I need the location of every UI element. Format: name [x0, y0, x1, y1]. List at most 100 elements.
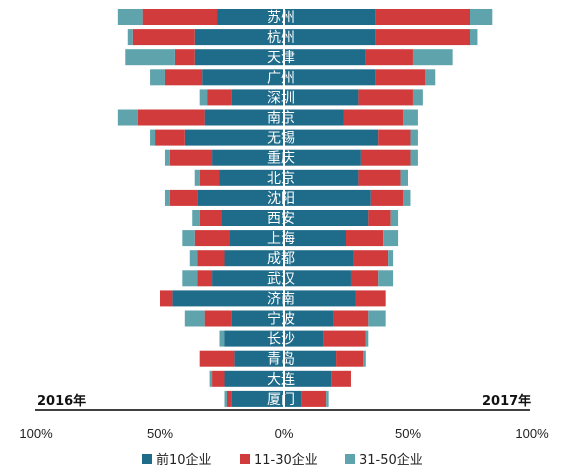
- bar-left-2-5: [137, 109, 205, 126]
- bar-left-2-4: [207, 89, 232, 106]
- x-tick-label-1: 50%: [147, 426, 173, 441]
- legend: 前10企业 11-30企业 31-50企业: [142, 452, 423, 468]
- bar-left-1-13: [212, 270, 284, 287]
- bar-right-3-6: [410, 129, 418, 146]
- bar-left-2-15: [204, 310, 232, 327]
- bar-right-3-19: [326, 390, 329, 407]
- bar-left-1-2: [194, 49, 284, 66]
- bar-right-1-11: [284, 230, 346, 247]
- bar-left-2-6: [155, 129, 185, 146]
- bar-left-2-3: [164, 69, 203, 86]
- bar-right-1-2: [284, 49, 366, 66]
- bar-right-2-6: [378, 129, 411, 146]
- bar-right-2-12: [353, 250, 389, 267]
- left-year-label: 2016年: [37, 393, 86, 409]
- bar-right-1-3: [284, 69, 376, 86]
- bar-left-3-5: [117, 109, 138, 126]
- bar-right-2-15: [333, 310, 369, 327]
- bar-right-3-10: [390, 210, 399, 226]
- bar-right-2-11: [346, 230, 384, 247]
- bar-left-1-1: [194, 29, 284, 46]
- bar-right-3-8: [400, 169, 408, 186]
- bar-left-3-0: [117, 9, 143, 25]
- bar-right-3-16: [365, 330, 369, 347]
- bar-right-1-13: [284, 270, 351, 287]
- bar-left-3-6: [150, 129, 156, 146]
- bar-right-2-13: [350, 270, 379, 287]
- bar-left-2-11: [194, 230, 230, 247]
- right-year-label: 2017年: [482, 393, 531, 409]
- bar-left-2-18: [212, 370, 225, 387]
- bar-left-3-1: [127, 29, 133, 46]
- bar-right-2-19: [301, 390, 327, 407]
- bar-left-3-2: [125, 49, 175, 66]
- bar-right-2-10: [368, 210, 391, 226]
- bar-left-2-2: [174, 49, 195, 66]
- bar-right-2-2: [365, 49, 413, 66]
- bar-left-1-3: [202, 69, 284, 86]
- bar-left-1-16: [224, 330, 284, 347]
- bar-right-2-1: [375, 29, 470, 46]
- category-label-2: 天津: [267, 50, 295, 66]
- bar-left-3-7: [164, 149, 170, 166]
- bar-left-3-15: [184, 310, 205, 327]
- x-tick-label-2: 0%: [275, 426, 294, 441]
- bar-right-1-19: [284, 390, 302, 407]
- bar-left-2-7: [169, 149, 213, 166]
- category-label-6: 无锡: [267, 131, 295, 147]
- category-label-12: 成都: [267, 251, 295, 267]
- bar-left-1-4: [231, 89, 284, 106]
- category-label-7: 重庆: [267, 151, 295, 167]
- x-tick-label-0: 100%: [19, 426, 53, 441]
- category-label-10: 西安: [267, 211, 295, 227]
- bar-right-1-0: [284, 9, 376, 25]
- legend-label-0: 前10企业: [156, 452, 212, 468]
- bar-left-3-19: [224, 390, 227, 407]
- bar-right-3-7: [410, 149, 418, 166]
- bar-left-2-10: [199, 210, 222, 226]
- bar-right-2-18: [331, 370, 351, 387]
- bar-left-2-14: [160, 290, 173, 307]
- legend-label-1: 11-30企业: [254, 452, 318, 468]
- bar-left-1-12: [224, 250, 284, 267]
- bar-left-2-0: [142, 9, 218, 25]
- x-tick-labels: 100% 50% 0% 50% 100%: [19, 426, 549, 441]
- bar-right-1-7: [284, 149, 361, 166]
- bar-right-3-0: [470, 9, 493, 25]
- bar-right-3-13: [378, 270, 394, 287]
- bar-right-2-16: [323, 330, 366, 347]
- bar-right-1-17: [284, 350, 337, 367]
- bar-right-1-8: [284, 169, 359, 186]
- category-label-11: 上海: [267, 231, 295, 247]
- bar-left-3-13: [182, 270, 198, 287]
- bar-right-1-10: [284, 210, 369, 226]
- bar-left-3-3: [150, 69, 165, 86]
- bar-left-3-18: [209, 370, 213, 387]
- bar-right-2-5: [343, 109, 404, 126]
- legend-swatch-2: [345, 454, 355, 464]
- bar-right-2-17: [336, 350, 364, 367]
- bar-left-3-4: [199, 89, 208, 106]
- bar-left-2-8: [199, 169, 220, 186]
- bar-left-1-9: [197, 189, 284, 206]
- category-label-9: 沈阳: [267, 191, 295, 207]
- bar-right-3-3: [425, 69, 436, 86]
- bar-left-3-11: [182, 230, 195, 247]
- bar-left-1-6: [184, 129, 284, 146]
- bar-left-3-9: [164, 189, 170, 206]
- bar-left-2-1: [132, 29, 195, 46]
- category-label-15: 宁波: [267, 311, 295, 328]
- bar-left-3-16: [219, 330, 225, 347]
- category-label-18: 大连: [267, 372, 295, 388]
- bar-left-2-19: [226, 390, 232, 407]
- bar-right-3-9: [403, 189, 411, 206]
- bar-left-2-17: [199, 350, 235, 367]
- x-tick-label-4: 100%: [515, 426, 549, 441]
- bar-left-1-18: [224, 370, 284, 387]
- bar-left-1-0: [217, 9, 284, 25]
- bar-left-1-10: [222, 210, 284, 226]
- bars-group: [117, 9, 493, 407]
- bar-right-3-17: [363, 350, 366, 367]
- bar-right-3-12: [388, 250, 394, 267]
